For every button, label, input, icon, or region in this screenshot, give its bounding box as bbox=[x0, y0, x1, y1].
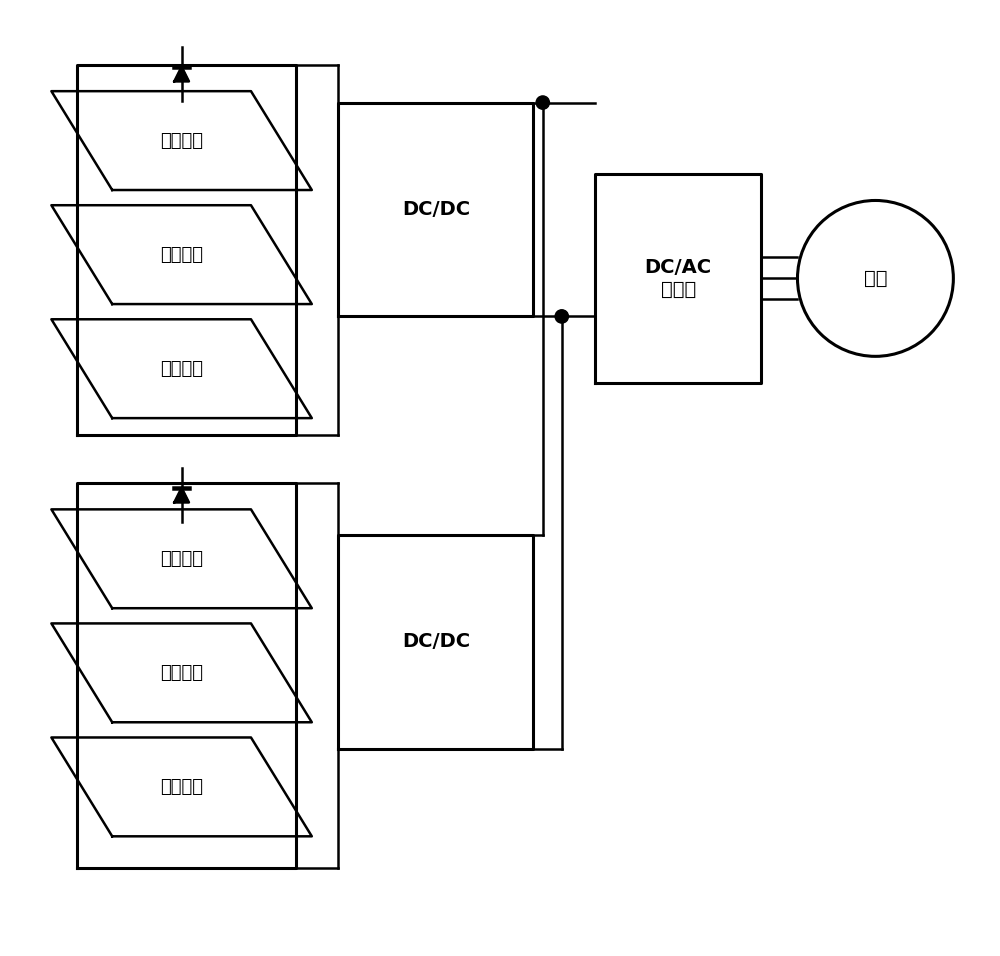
Text: DC/AC
逆变器: DC/AC 逆变器 bbox=[645, 258, 712, 299]
Text: 光伏电池: 光伏电池 bbox=[160, 663, 203, 682]
Text: 电网: 电网 bbox=[864, 269, 887, 288]
Circle shape bbox=[536, 96, 549, 109]
Text: 光伏电池: 光伏电池 bbox=[160, 359, 203, 378]
Text: DC/DC: DC/DC bbox=[402, 633, 470, 651]
Text: 光伏电池: 光伏电池 bbox=[160, 550, 203, 568]
Text: 光伏电池: 光伏电池 bbox=[160, 246, 203, 264]
Circle shape bbox=[555, 310, 568, 323]
Text: 光伏电池: 光伏电池 bbox=[160, 132, 203, 149]
Polygon shape bbox=[174, 488, 189, 503]
Text: 光伏电池: 光伏电池 bbox=[160, 778, 203, 796]
Text: DC/DC: DC/DC bbox=[402, 200, 470, 219]
Polygon shape bbox=[174, 67, 189, 81]
